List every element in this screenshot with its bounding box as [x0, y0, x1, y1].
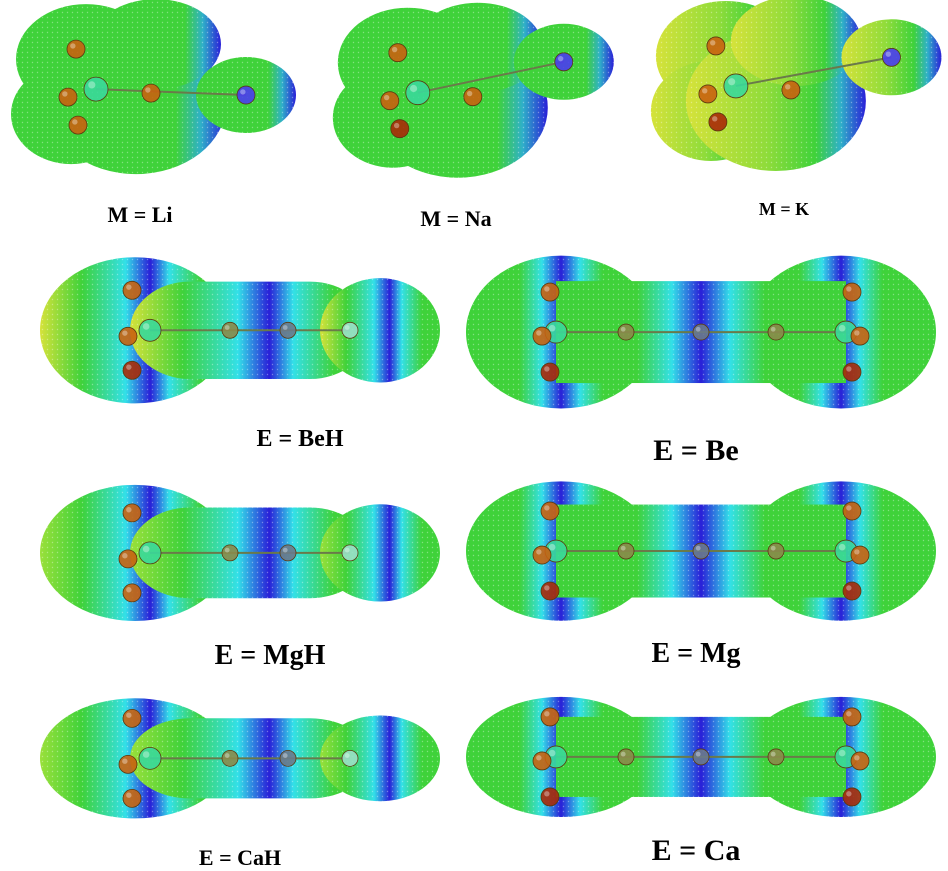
mesh-overlay [40, 252, 440, 426]
panel-e-mg: E = Mg [466, 478, 936, 678]
bridge-atom [767, 748, 785, 766]
bridge-atom [767, 542, 785, 560]
ligand-atom [532, 326, 552, 346]
panel-e-be: E = Be [466, 252, 936, 468]
panel-m-k: M = K [634, 0, 948, 225]
ligand-atom [122, 280, 142, 300]
ligand-atom [532, 751, 552, 771]
ligand-atom [122, 503, 142, 523]
ligand-atom [842, 707, 862, 727]
panel-label-e-mg: E = Mg [651, 638, 741, 669]
terminal-atom [882, 47, 901, 67]
ligand-atom [850, 751, 870, 771]
panel-label-e-cah: E = CaH [198, 845, 282, 870]
central-atom [723, 73, 749, 99]
bridge-atom [221, 749, 239, 767]
ligand-atom [842, 787, 862, 807]
ligand-atom [842, 581, 862, 601]
ligand-atom [842, 362, 862, 382]
ligand-atom [708, 112, 728, 132]
ligand-atom [850, 545, 870, 565]
mesh-overlay [40, 480, 440, 642]
bridge-atom [221, 544, 239, 562]
ligand-atom [532, 545, 552, 565]
ligand-atom [380, 91, 400, 111]
ligand-atom [698, 84, 718, 104]
ligand-atom [540, 362, 560, 382]
ligand-atom [390, 119, 410, 139]
mep-surface-m-li [0, 0, 300, 198]
metal-atom [279, 749, 297, 767]
panel-e-mgh: E = MgH [40, 480, 440, 676]
ligand-atom [540, 501, 560, 521]
mesh-overlay [40, 694, 440, 837]
mep-surface-m-k [634, 0, 948, 191]
panel-label-e-ca: E = Ca [651, 834, 741, 867]
ligand-atom [118, 326, 138, 346]
central-atom [138, 318, 162, 342]
ligand-atom [842, 501, 862, 521]
ligand-atom [58, 87, 78, 107]
metal-atom [279, 321, 297, 339]
ligand-atom [463, 87, 483, 107]
bridge-atom [617, 323, 635, 341]
bridge-atom [617, 542, 635, 560]
panel-label-m-li: M = Li [107, 202, 173, 227]
ligand-atom [122, 708, 142, 728]
ligand-atom [118, 754, 138, 774]
ligand-atom [781, 80, 801, 100]
ligand-atom [68, 115, 88, 135]
central-atom [405, 80, 431, 106]
hydride-atom [341, 749, 359, 767]
ligand-atom [118, 549, 138, 569]
panel-e-ca: E = Ca [466, 694, 936, 871]
central-atom [83, 76, 109, 102]
central-atom [138, 541, 162, 565]
metal-atom [692, 542, 710, 560]
ligand-atom [540, 707, 560, 727]
panel-label-e-mgh: E = MgH [214, 640, 326, 671]
central-atom [138, 746, 162, 770]
ligand-atom [122, 360, 142, 380]
panel-label-m-k: M = K [758, 199, 810, 219]
ligand-atom [141, 83, 161, 103]
ligand-atom [706, 36, 726, 56]
ligand-atom [540, 282, 560, 302]
bridge-atom [221, 321, 239, 339]
mep-surface-e-cah [40, 694, 440, 837]
panel-label-m-na: M = Na [420, 206, 492, 231]
bond-line [735, 56, 892, 87]
bridge-atom [617, 748, 635, 766]
mep-surface-e-be [466, 252, 936, 434]
mep-surface-e-ca [466, 694, 936, 837]
metal-atom [279, 544, 297, 562]
bond-line [95, 88, 247, 97]
panel-label-e-beh: E = BeH [256, 426, 344, 452]
terminal-atom [236, 85, 256, 105]
mep-surface-e-mg [466, 478, 936, 644]
panel-m-na: M = Na [326, 0, 616, 240]
ligand-atom [850, 326, 870, 346]
ligand-atom [122, 788, 142, 808]
ligand-atom [540, 787, 560, 807]
bond-line [417, 60, 565, 94]
panel-e-beh: E = BeH [40, 252, 440, 460]
ligand-atom [66, 39, 86, 59]
ligand-atom [388, 43, 408, 63]
metal-atom [692, 323, 710, 341]
metal-atom [692, 748, 710, 766]
terminal-atom [554, 52, 574, 72]
panel-m-li: M = Li [0, 0, 300, 232]
mep-surface-e-beh [40, 252, 440, 426]
ligand-atom [540, 581, 560, 601]
hydride-atom [341, 321, 359, 339]
mep-surface-m-na [326, 0, 616, 206]
hydride-atom [341, 544, 359, 562]
panel-label-e-be: E = Be [653, 434, 739, 467]
bridge-atom [767, 323, 785, 341]
ligand-atom [842, 282, 862, 302]
mep-surface-e-mgh [40, 480, 440, 642]
panel-e-cah: E = CaH [40, 694, 440, 871]
ligand-atom [122, 583, 142, 603]
